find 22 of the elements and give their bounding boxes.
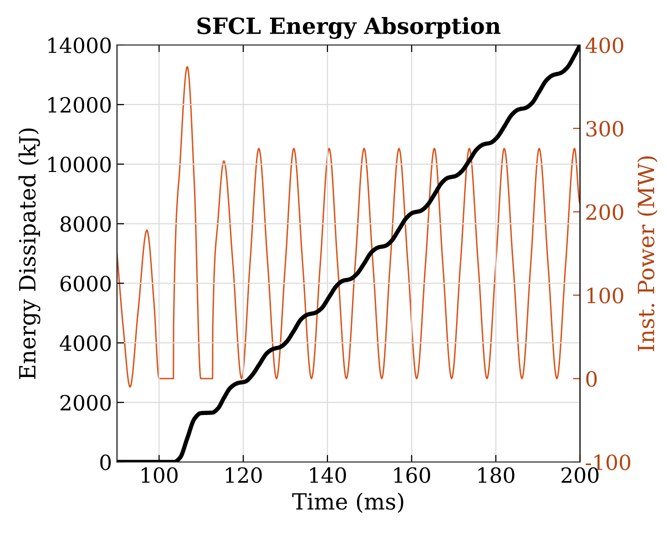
y-tick-label: 6000 — [60, 276, 111, 292]
x-tick-label: 140 — [310, 467, 346, 483]
y-tick-label: 2000 — [60, 394, 111, 411]
y-tick-label: 12000 — [48, 97, 111, 113]
y-tick-label: 14000 — [48, 37, 111, 54]
x-tick-label: 120 — [226, 467, 262, 483]
x-tick-label: 180 — [478, 467, 514, 483]
chart-title: SFCL Energy Absorption — [197, 17, 501, 39]
y2-tick-label: 400 — [586, 37, 624, 54]
y2-tick-label: 300 — [586, 120, 624, 137]
y2-axis-title: Inst. Power (MW) — [637, 156, 658, 352]
x-tick-label: 100 — [142, 467, 178, 483]
y-tick-label: 10000 — [48, 156, 111, 172]
y-tick-label: 4000 — [60, 335, 111, 352]
y-tick-label: 0 — [100, 454, 111, 470]
y2-tick-label: 100 — [587, 288, 624, 304]
y-axis-title: Energy Dissipated (kJ) — [18, 128, 40, 380]
y2-tick-label: 200 — [586, 204, 624, 220]
x-axis-title: Time (ms) — [292, 492, 404, 513]
x-tick-label: 160 — [394, 467, 430, 483]
y-tick-label: 8000 — [60, 216, 111, 232]
y2-tick-label: 0 — [586, 371, 597, 387]
